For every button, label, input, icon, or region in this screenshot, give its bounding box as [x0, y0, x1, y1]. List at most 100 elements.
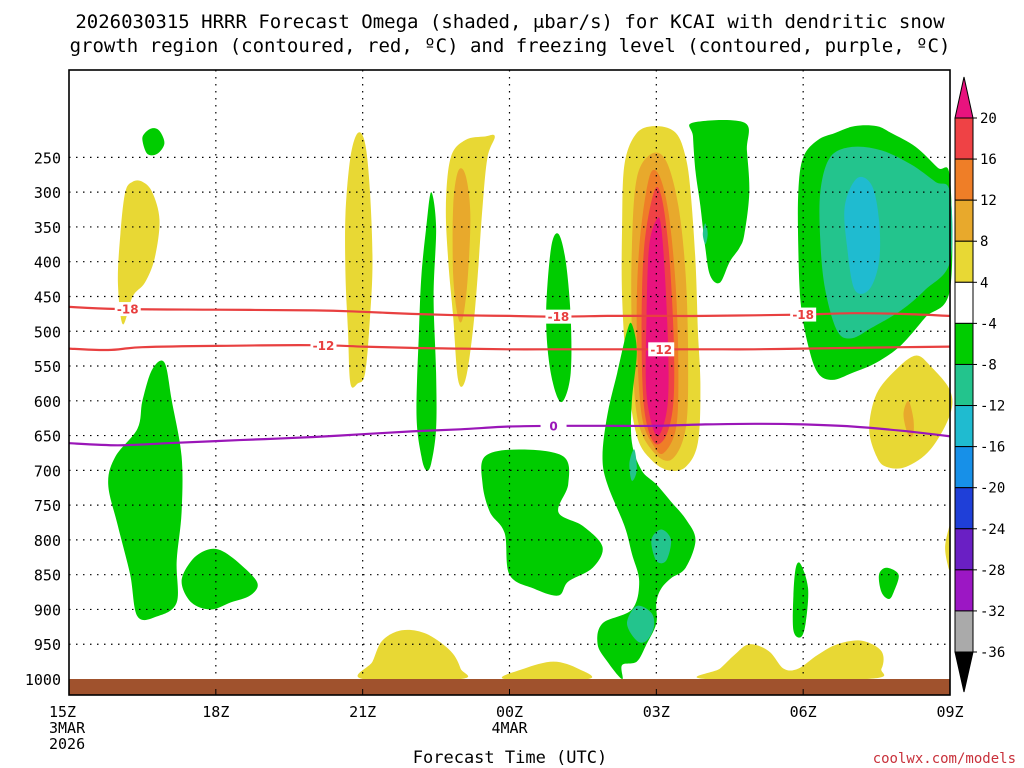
y-tick-label: 600: [34, 393, 61, 411]
contour-label: -12: [650, 343, 672, 357]
omega-region-12: [696, 640, 885, 681]
x-tick-label: 15Z: [49, 703, 76, 721]
colorbar-bin: [954, 281, 974, 324]
colorbar-label: -20: [980, 481, 1005, 497]
y-tick-label: 750: [34, 497, 61, 515]
x-tick-label: 21Z: [349, 703, 376, 721]
plot-area: -18 -18 -18 -12 -12 0: [68, 69, 953, 696]
omega-region-22: [597, 322, 696, 680]
y-tick-label: 650: [34, 428, 61, 446]
colorbar-label: 16: [980, 152, 997, 168]
colorbar-bottom-arrow: [954, 651, 974, 693]
colorbar-label: -28: [980, 563, 1005, 579]
omega-region-32: [702, 223, 708, 245]
colorbar-label: -12: [980, 399, 1005, 415]
y-tick-label: 350: [34, 219, 61, 237]
omega-region-30: [627, 605, 655, 643]
y-tick-label: 950: [34, 636, 61, 654]
x-tick-label: 06Z: [790, 703, 817, 721]
omega-region-18: [181, 548, 258, 610]
x-tick-label: 03Z: [643, 703, 670, 721]
omega-region-3: [452, 168, 471, 323]
y-tick-label: 500: [34, 323, 61, 341]
x-tick-label: 00Z: [496, 703, 523, 721]
y-tick-label: 400: [34, 254, 61, 272]
x-tick-label: 4MAR: [491, 719, 528, 737]
omega-region-11: [501, 661, 593, 681]
omega-region-25: [878, 567, 899, 599]
omega-region-31: [629, 449, 637, 481]
colorbar-bin: [954, 199, 974, 242]
omega-region-16: [142, 128, 165, 156]
contour-label-bg: [648, 342, 675, 357]
contour-label: -18: [792, 308, 814, 322]
contour-labels: -18 -18 -18 -12 -12 0: [114, 302, 817, 433]
x-axis-label: Forecast Time (UTC): [413, 748, 607, 768]
colorbar-label: 20: [980, 111, 997, 127]
contour-label-bg: [310, 338, 337, 353]
colorbar-bin: [954, 528, 974, 571]
y-tick-label: 700: [34, 462, 61, 480]
omega-region-17: [108, 360, 183, 621]
x-tick-label: 09Z: [936, 703, 963, 721]
omega-region-1: [345, 132, 373, 388]
colorbar-label: -24: [980, 522, 1005, 538]
omega-region-28: [844, 176, 881, 294]
colorbar-label: 12: [980, 193, 997, 209]
colorbar-bin: [954, 405, 974, 448]
x-tick-label: 18Z: [202, 703, 229, 721]
colorbar-bin: [954, 487, 974, 530]
x-tick-label: 3MAR: [49, 719, 86, 737]
contour-label-bg: [114, 302, 141, 317]
colorbar-label: -16: [980, 440, 1005, 456]
y-tick-label: 850: [34, 567, 61, 585]
omega-region-14: [903, 400, 914, 438]
chart-title-line-1: 2026030315 HRRR Forecast Omega (shaded, …: [75, 11, 945, 33]
chart-title-line-2: growth region (contoured, red, ºC) and f…: [70, 35, 951, 57]
y-tick-label: 800: [34, 532, 61, 550]
contour-label: -18: [117, 303, 139, 317]
colorbar: 20 16 12 8 4 -4 -8 -12 -16 -20 -24 -28 -32 -36: [954, 76, 1005, 693]
colorbar-label: -8: [980, 357, 997, 373]
contour-label: -12: [313, 339, 335, 353]
y-tick-label: 900: [34, 601, 61, 619]
omega-region-23: [689, 119, 750, 284]
omega-region-29: [651, 529, 672, 564]
colorbar-bin: [954, 117, 974, 160]
contour-label-bg: [540, 418, 567, 433]
colorbar-bin: [954, 446, 974, 489]
colorbar-bin: [954, 610, 974, 653]
x-tick-label: 2026: [49, 735, 85, 753]
colorbar-label: -32: [980, 604, 1005, 620]
colorbar-label: -36: [980, 645, 1005, 661]
contour-line-1: [68, 344, 951, 352]
contour-label: -18: [548, 310, 570, 324]
contour-label-bg: [790, 307, 817, 322]
y-tick-label: 300: [34, 184, 61, 202]
colorbar-bin: [954, 240, 974, 283]
y-tick-label: 550: [34, 358, 61, 376]
omega-region-0: [117, 180, 160, 325]
omega-region-15: [945, 525, 951, 571]
y-tick-label: 250: [34, 149, 61, 167]
ground-surface: [69, 679, 950, 695]
colorbar-label: 8: [980, 234, 988, 250]
y-tick-label: 1000: [25, 671, 61, 689]
y-axis: 250 300 350 400 450 500 550 600 650 700 750 800 850 9…: [25, 149, 61, 689]
contour-line-2: [68, 422, 951, 447]
credit-text: coolwx.com/models: [873, 751, 1016, 767]
colorbar-label: 4: [980, 275, 988, 291]
omega-region-21: [481, 449, 603, 596]
omega-region-8: [645, 217, 669, 437]
contour-label: 0: [549, 419, 557, 433]
colorbar-label: -4: [980, 316, 997, 332]
colorbar-bin: [954, 569, 974, 612]
omega-shading-layer: [108, 119, 953, 681]
y-tick-label: 450: [34, 288, 61, 306]
omega-region-10: [357, 629, 469, 681]
contour-label-bg: [545, 309, 572, 324]
omega-region-24: [792, 562, 809, 638]
colorbar-bin: [954, 322, 974, 365]
